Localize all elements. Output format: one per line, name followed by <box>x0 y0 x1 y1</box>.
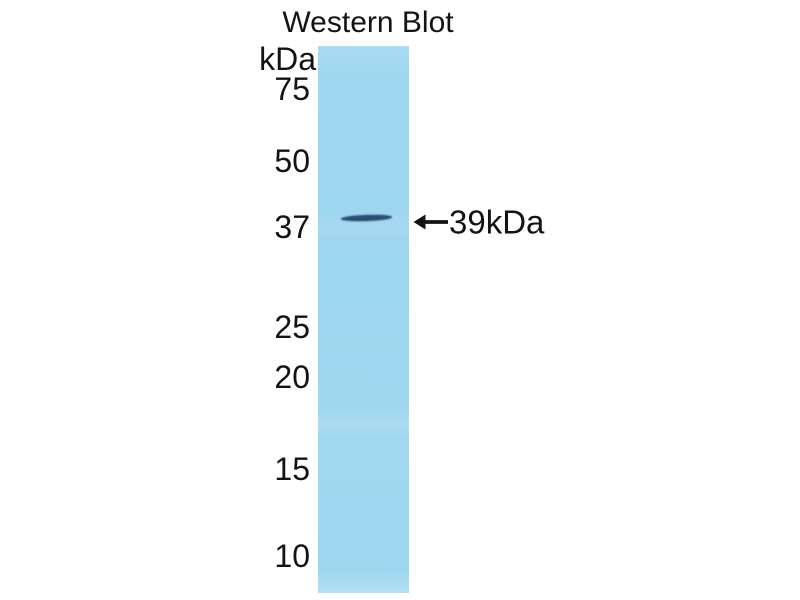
figure-title: Western Blot <box>282 6 454 39</box>
blot-lane <box>318 46 409 593</box>
kda-unit-label: kDa <box>259 41 316 77</box>
protein-band <box>340 214 393 222</box>
ladder-marker-50: 50 <box>274 143 310 179</box>
ladder-marker-15: 15 <box>274 451 310 487</box>
band-weight-annotation: 39kDa <box>449 203 545 241</box>
ladder-marker-20: 20 <box>274 359 310 395</box>
ladder-marker-75: 75 <box>274 71 310 107</box>
left-arrow-icon <box>413 214 448 230</box>
ladder-marker-37: 37 <box>274 209 310 245</box>
ladder-marker-25: 25 <box>274 309 310 345</box>
ladder-marker-10: 10 <box>274 538 310 574</box>
